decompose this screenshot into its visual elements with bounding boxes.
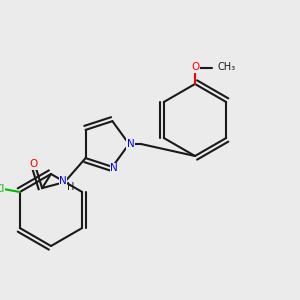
- Text: H: H: [67, 182, 74, 192]
- Text: N: N: [127, 139, 134, 149]
- Text: O: O: [29, 159, 37, 169]
- Text: N: N: [110, 163, 118, 173]
- Text: CH₃: CH₃: [218, 62, 236, 73]
- Text: N: N: [59, 176, 67, 186]
- Text: Cl: Cl: [0, 184, 5, 194]
- Text: O: O: [191, 62, 199, 73]
